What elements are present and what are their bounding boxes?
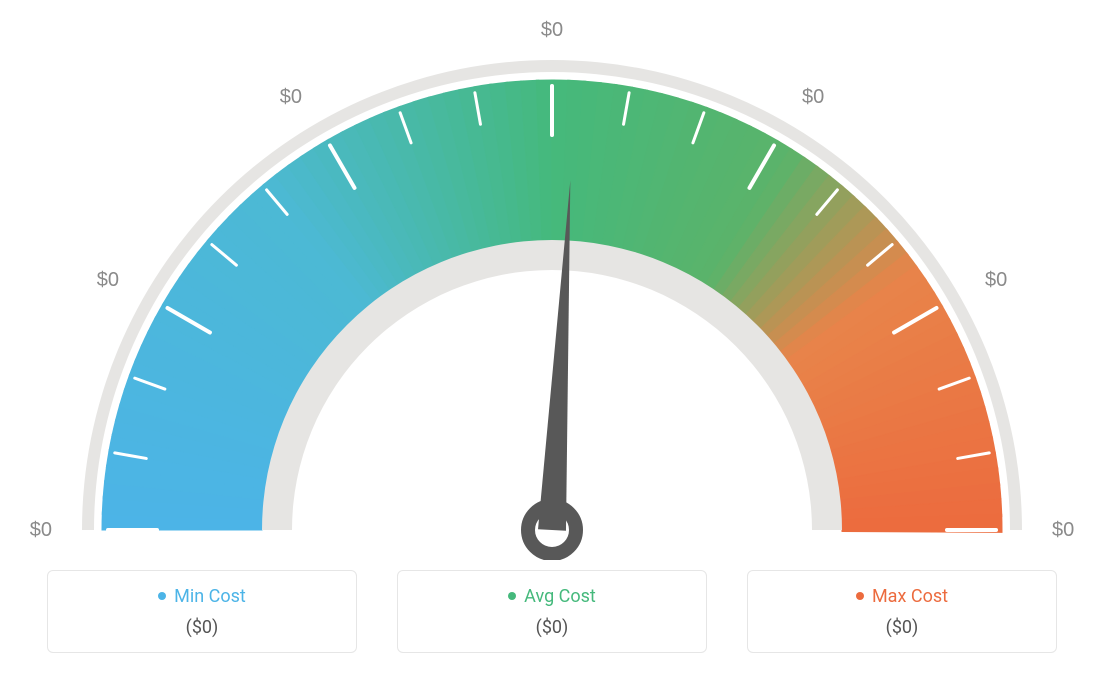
legend-text: Avg Cost [524, 586, 596, 607]
svg-text:$0: $0 [30, 519, 52, 541]
dot-icon [158, 592, 166, 600]
legend-card-max: Max Cost ($0) [747, 570, 1057, 653]
svg-text:$0: $0 [280, 86, 302, 108]
legend-card-avg: Avg Cost ($0) [397, 570, 707, 653]
legend-row: Min Cost ($0) Avg Cost ($0) Max Cost ($0… [0, 560, 1104, 653]
gauge-svg: $0 $0 $0 $0 $0 $0 $0 [0, 0, 1104, 560]
legend-text: Min Cost [174, 586, 246, 607]
legend-label-min: Min Cost [158, 586, 246, 607]
svg-text:$0: $0 [985, 269, 1007, 291]
svg-text:$0: $0 [802, 86, 824, 108]
legend-value-avg: ($0) [398, 617, 706, 638]
legend-value-min: ($0) [48, 617, 356, 638]
legend-label-max: Max Cost [856, 586, 948, 607]
svg-text:$0: $0 [97, 269, 119, 291]
gauge-chart: $0 $0 $0 $0 $0 $0 $0 [0, 0, 1104, 560]
svg-text:$0: $0 [541, 19, 563, 41]
legend-value-max: ($0) [748, 617, 1056, 638]
legend-label-avg: Avg Cost [508, 586, 596, 607]
legend-card-min: Min Cost ($0) [47, 570, 357, 653]
legend-text: Max Cost [872, 586, 948, 607]
dot-icon [856, 592, 864, 600]
svg-text:$0: $0 [1052, 519, 1074, 541]
dot-icon [508, 592, 516, 600]
